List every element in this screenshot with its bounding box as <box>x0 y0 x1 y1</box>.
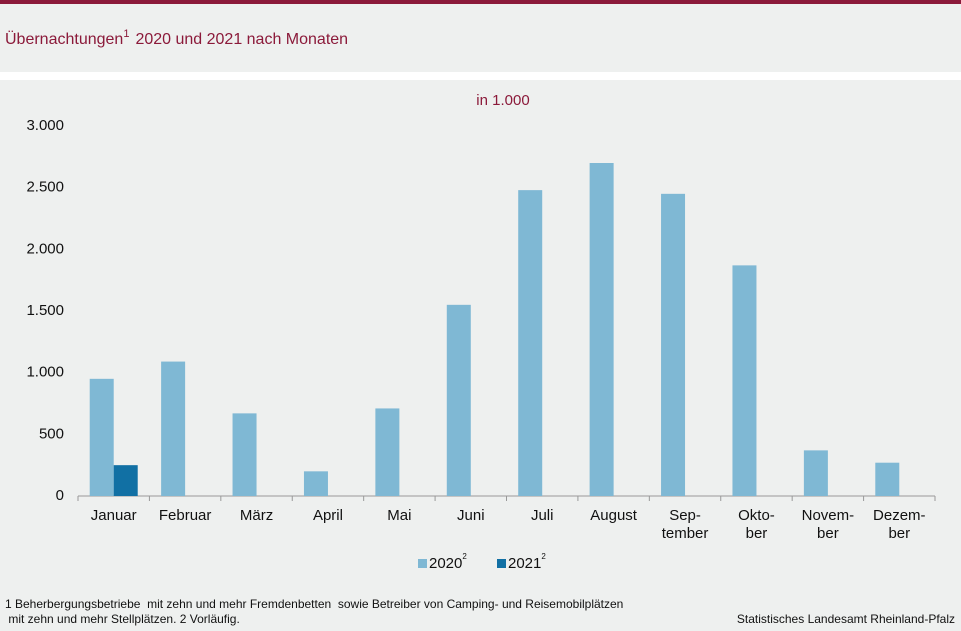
source: Statistisches Landesamt Rheinland-Pfalz <box>737 612 955 626</box>
bar <box>375 408 400 496</box>
legend-swatch <box>418 559 427 568</box>
x-tick-label: April <box>313 507 343 524</box>
x-tick-label: Januar <box>91 507 137 524</box>
bar <box>875 462 900 496</box>
top-bar <box>0 0 961 4</box>
legend-label: 20212 <box>508 552 546 572</box>
y-tick-label: 500 <box>39 425 64 442</box>
bar <box>113 465 138 496</box>
x-tick-label: Dezem-ber <box>873 507 926 542</box>
legend-sup: 2 <box>541 552 546 561</box>
y-tick-label: 2.500 <box>26 179 64 196</box>
bar <box>232 413 257 496</box>
y-tick-label: 3.000 <box>26 117 64 134</box>
footnote: mit zehn und mehr Stellplätzen. 2 Vorläu… <box>5 612 240 626</box>
y-tick-label: 1.000 <box>26 364 64 381</box>
bar <box>589 163 614 496</box>
bar <box>446 304 471 496</box>
x-tick-label: Mai <box>387 507 411 524</box>
x-tick-label: Okto-ber <box>738 507 775 542</box>
x-tick-label: Novem-ber <box>802 507 855 542</box>
legend-label: 20202 <box>429 552 467 572</box>
legend-name: 2020 <box>429 555 462 572</box>
x-tick-label: März <box>240 507 273 524</box>
x-tick-label: Februar <box>159 507 212 524</box>
title-rest: 2020 und 2021 nach Monaten <box>135 31 348 48</box>
bar <box>161 361 186 496</box>
footnote: 1 Beherbergungsbetriebe mit zehn und meh… <box>5 597 623 611</box>
legend-swatch <box>497 559 506 568</box>
legend-sup: 2 <box>462 552 467 561</box>
y-tick-label: 1.500 <box>26 302 64 319</box>
bar <box>89 378 114 496</box>
x-tick-label: Juni <box>457 507 485 524</box>
bar <box>518 190 543 496</box>
y-tick-label: 2.000 <box>26 240 64 257</box>
title-main: Übernachtungen <box>5 30 123 48</box>
chart-title: Übernachtungen1 2020 und 2021 nach Monate… <box>5 28 348 48</box>
title-sup: 1 <box>123 28 129 40</box>
y-tick-label: 0 <box>56 487 64 504</box>
bar <box>303 471 328 496</box>
bar <box>661 193 686 497</box>
subtitle: in 1.000 <box>476 92 529 109</box>
bar <box>803 450 828 496</box>
x-tick-label: Juli <box>531 507 554 524</box>
legend-name: 2021 <box>508 555 541 572</box>
x-tick-label: August <box>590 507 638 524</box>
bar <box>732 265 757 496</box>
x-tick-label: Sep-tember <box>662 507 709 542</box>
separator <box>0 72 961 80</box>
